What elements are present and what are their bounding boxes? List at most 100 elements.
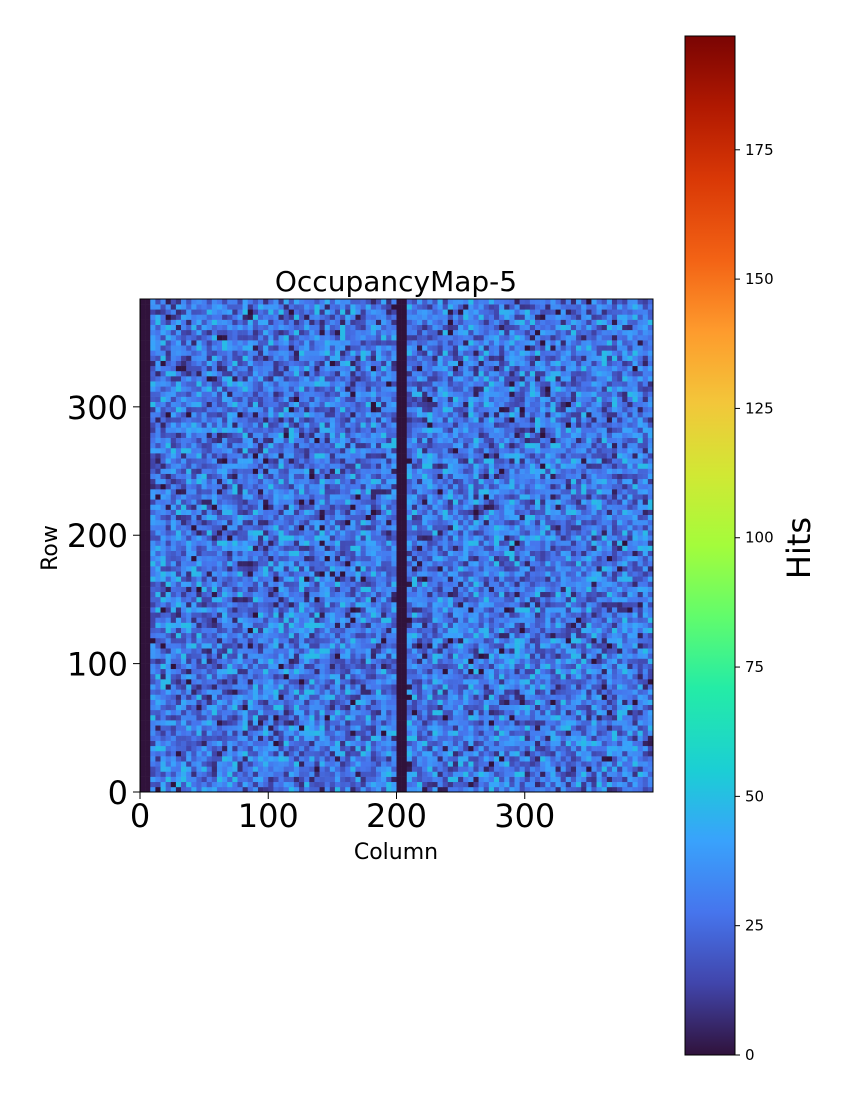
heatmap-cell — [160, 632, 166, 639]
heatmap-cell — [299, 694, 305, 700]
heatmap-cell — [365, 612, 372, 618]
heatmap-cell — [452, 704, 459, 711]
heatmap-cell — [570, 591, 577, 598]
heatmap-cell — [350, 607, 356, 613]
heatmap-cell — [175, 720, 182, 726]
heatmap-cell — [278, 720, 284, 726]
heatmap-cell — [263, 550, 269, 557]
heatmap-cell — [309, 566, 315, 572]
heatmap-cell — [227, 535, 233, 541]
heatmap-cell — [227, 637, 233, 644]
heatmap-cell — [560, 627, 567, 634]
heatmap-cell — [257, 596, 264, 603]
heatmap-cell — [565, 663, 572, 670]
heatmap-cell — [150, 627, 156, 634]
heatmap-cell — [545, 704, 551, 711]
heatmap-cell — [560, 596, 567, 603]
heatmap-cell — [401, 535, 408, 541]
heatmap-cell — [524, 689, 531, 695]
heatmap-cell — [463, 766, 469, 772]
heatmap-cell — [252, 601, 259, 608]
heatmap-cell — [386, 586, 392, 593]
heatmap-cell — [581, 617, 587, 623]
heatmap-cell — [617, 704, 623, 711]
heatmap-cell — [324, 684, 331, 690]
heatmap-cell — [524, 576, 531, 582]
heatmap-cell — [565, 566, 572, 572]
heatmap-cell — [473, 745, 479, 752]
heatmap-cell — [458, 632, 464, 639]
heatmap-cell — [478, 771, 485, 777]
heatmap-cell — [247, 776, 254, 783]
heatmap-cell — [314, 601, 320, 608]
heatmap-cell — [422, 750, 428, 757]
heatmap-cell — [186, 668, 192, 675]
heatmap-cell — [252, 684, 259, 690]
heatmap-cell — [642, 571, 649, 577]
heatmap-cell — [473, 591, 479, 598]
heatmap-cell — [570, 745, 577, 752]
heatmap-cell — [150, 776, 156, 783]
heatmap-cell — [442, 601, 449, 608]
heatmap-cell — [586, 704, 592, 711]
heatmap-cell — [160, 694, 166, 700]
heatmap-cell — [499, 750, 505, 757]
heatmap-cell — [411, 735, 418, 741]
heatmap-cell — [273, 637, 279, 644]
heatmap-cell — [576, 648, 582, 654]
heatmap-cell — [370, 689, 377, 695]
heatmap-cell — [432, 576, 438, 582]
heatmap-cell — [324, 627, 331, 634]
heatmap-cell — [576, 607, 582, 613]
heatmap-cell — [432, 689, 438, 695]
heatmap-cell — [545, 601, 551, 608]
heatmap-cell — [632, 714, 638, 721]
heatmap-cell — [468, 771, 474, 777]
heatmap-cell — [145, 545, 151, 551]
heatmap-cell — [411, 576, 418, 582]
heatmap-cell — [299, 761, 305, 767]
heatmap-cell — [396, 540, 402, 546]
heatmap-cell — [263, 684, 269, 690]
heatmap-cell — [206, 632, 213, 639]
heatmap-cell — [375, 622, 382, 628]
heatmap-cell — [196, 576, 202, 582]
heatmap-cell — [370, 566, 377, 572]
heatmap-cell — [647, 663, 654, 670]
heatmap-cell — [576, 689, 582, 695]
heatmap-cell — [617, 560, 623, 567]
heatmap-cell — [391, 576, 397, 582]
heatmap-cell — [263, 679, 269, 685]
heatmap-cell — [227, 617, 233, 623]
heatmap-cell — [555, 668, 561, 675]
heatmap-cell — [257, 648, 264, 654]
heatmap-cell — [483, 750, 490, 757]
heatmap-cell — [391, 586, 397, 593]
heatmap-cell — [560, 560, 567, 567]
heatmap-cell — [535, 750, 541, 757]
heatmap-cell — [360, 591, 367, 598]
heatmap-cell — [329, 756, 336, 762]
heatmap-cell — [334, 622, 341, 628]
heatmap-cell — [596, 740, 602, 747]
heatmap-cell — [360, 663, 367, 670]
heatmap-cell — [155, 735, 161, 741]
heatmap-cell — [293, 612, 300, 618]
heatmap-cell — [560, 776, 567, 783]
heatmap-cell — [360, 632, 367, 639]
heatmap-cell — [155, 720, 161, 726]
heatmap-cell — [622, 766, 628, 772]
heatmap-cell — [206, 637, 213, 644]
heatmap-cell — [540, 781, 546, 788]
heatmap-cell — [288, 750, 295, 757]
heatmap-cell — [160, 607, 166, 613]
heatmap-cell — [273, 756, 279, 762]
heatmap-cell — [247, 601, 254, 608]
heatmap-cell — [340, 601, 346, 608]
heatmap-cell — [427, 750, 433, 757]
heatmap-cell — [375, 781, 382, 788]
heatmap-cell — [232, 622, 238, 628]
heatmap-cell — [227, 750, 233, 757]
heatmap-cell — [411, 771, 418, 777]
heatmap-cell — [514, 607, 520, 613]
